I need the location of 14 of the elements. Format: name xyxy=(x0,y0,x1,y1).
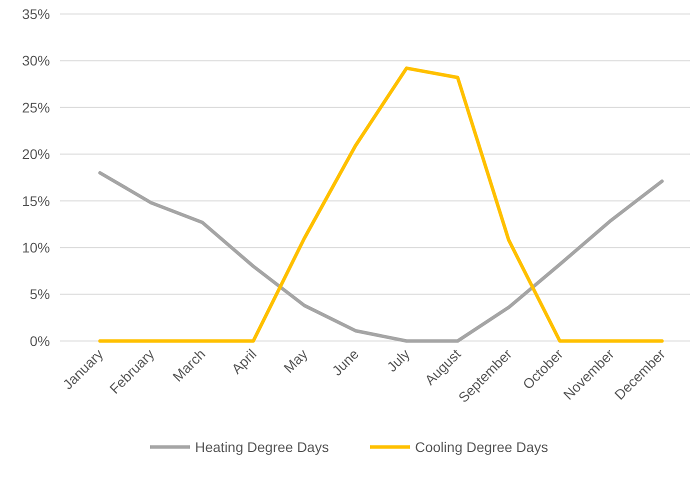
y-tick-label: 35% xyxy=(22,6,50,22)
line-series xyxy=(98,66,664,343)
legend-label: Heating Degree Days xyxy=(195,438,329,455)
x-tick-label: May xyxy=(280,346,310,376)
y-tick-label: 20% xyxy=(22,146,50,162)
x-tick-label: July xyxy=(384,346,413,375)
legend-label: Cooling Degree Days xyxy=(415,438,548,455)
y-tick-label: 0% xyxy=(30,332,50,349)
line-series xyxy=(98,171,664,343)
y-tick-label: 30% xyxy=(22,52,50,69)
y-tick-label: 25% xyxy=(22,99,50,116)
y-tick-label: 15% xyxy=(22,192,50,209)
y-tick-label: 5% xyxy=(30,286,50,302)
y-tick-label: 10% xyxy=(22,239,50,256)
